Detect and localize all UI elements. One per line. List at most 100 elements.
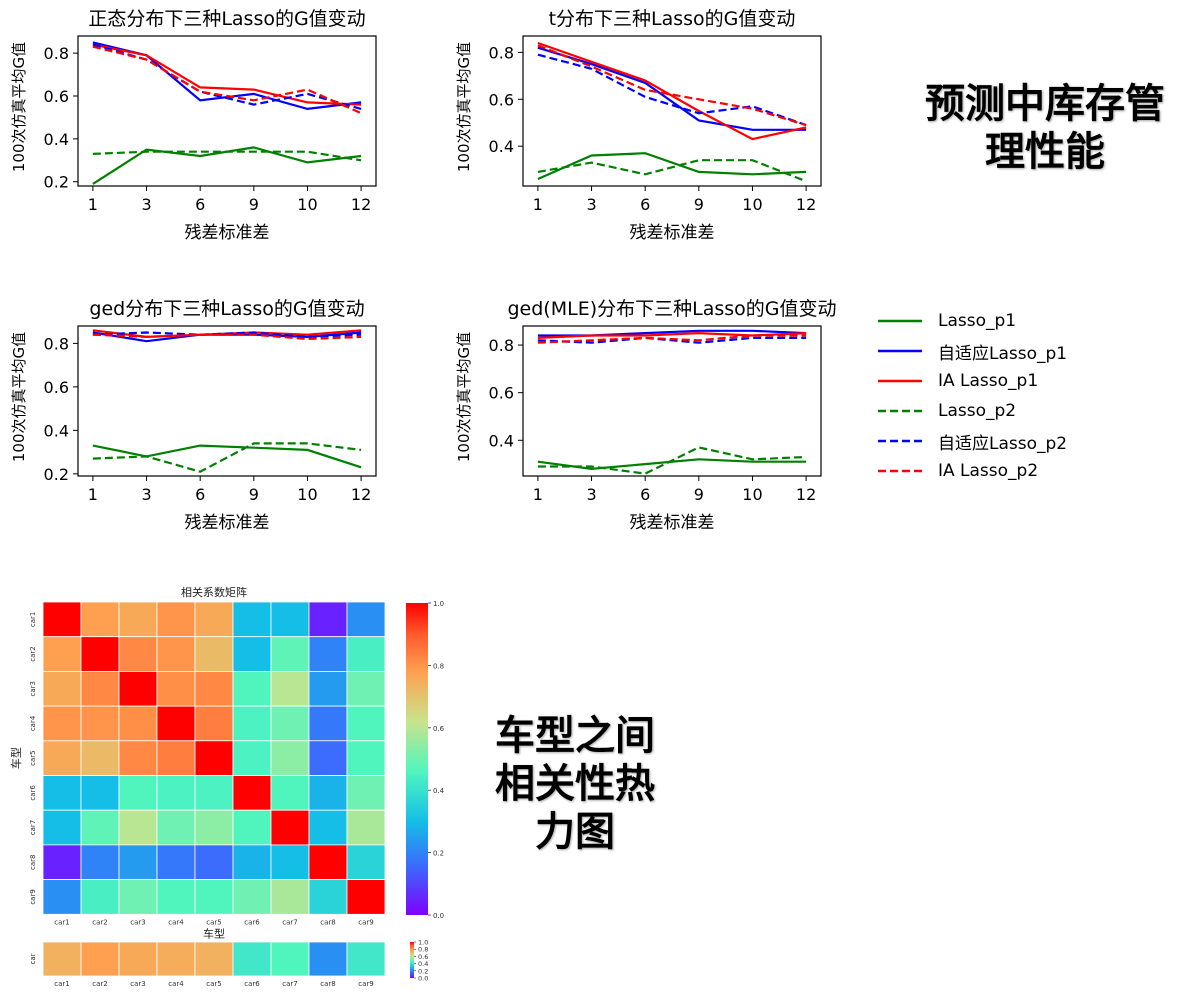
heatmap-cell: [309, 706, 347, 741]
heatmap-y-axis-label: 车型: [9, 747, 23, 769]
bottom-heatmap-col-label: car8: [320, 980, 335, 988]
series-line-5: [538, 55, 806, 125]
x-tick-label: 9: [694, 195, 704, 214]
x-tick-label: 6: [640, 195, 650, 214]
heatmap-cell: [157, 671, 195, 706]
heatmap-cell: [195, 671, 233, 706]
bottom-colorbar: [410, 942, 414, 978]
heatmap-cell: [43, 741, 81, 776]
heatmap-cell: [195, 845, 233, 880]
heatmap-cell: [43, 776, 81, 811]
legend-entry: Lasso_p2: [876, 396, 1106, 426]
y-tick-label: 0.4: [489, 137, 514, 156]
x-tick-label: 1: [88, 485, 98, 504]
y-tick-label: 0.6: [44, 378, 69, 397]
heatmap-cell: [43, 637, 81, 672]
chart-title: ged(MLE)分布下三种Lasso的G值变动: [508, 298, 837, 320]
heatmap-cell: [43, 845, 81, 880]
heatmap-title: 相关系数矩阵: [181, 585, 247, 599]
heatmap-col-label: car8: [320, 918, 335, 926]
heatmap-col-label: car3: [130, 918, 145, 926]
heatmap-cell: [43, 810, 81, 845]
bottom-heatmap-col-label: car1: [54, 980, 69, 988]
heatmap-cell: [271, 810, 309, 845]
y-axis-label: 100次仿真平均G值: [10, 42, 28, 172]
heatmap-cell: [233, 602, 271, 637]
heatmap-cell: [233, 776, 271, 811]
heatmap-cell: [233, 880, 271, 915]
bottom-heatmap-cell: [233, 942, 271, 976]
x-tick-label: 3: [141, 485, 151, 504]
heatmap-cell: [195, 602, 233, 637]
y-tick-label: 0.2: [44, 465, 69, 484]
heatmap-cell: [43, 706, 81, 741]
y-tick-label: 0.4: [489, 431, 514, 450]
y-tick-label: 0.6: [489, 384, 514, 403]
legend-label: IA Lasso_p2: [938, 461, 1038, 481]
heatmap-cell: [119, 671, 157, 706]
bottom-heatmap-cell: [271, 942, 309, 976]
x-tick-label: 6: [195, 195, 205, 214]
x-tick-label: 10: [297, 195, 317, 214]
heatmap-col-label: car6: [244, 918, 260, 926]
heatmap-col-label: car5: [206, 918, 221, 926]
x-tick-label: 3: [586, 485, 596, 504]
chart-title: t分布下三种Lasso的G值变动: [549, 8, 796, 30]
heatmap-cell: [347, 706, 385, 741]
heatmap-col-label: car9: [358, 918, 373, 926]
y-tick-label: 0.6: [489, 90, 514, 109]
heatmap-row-label: car2: [29, 646, 37, 661]
legend-label: 自适应Lasso_p1: [938, 339, 1067, 364]
heatmap-cell: [271, 671, 309, 706]
bottom-heatmap-col-label: car7: [282, 980, 297, 988]
heatmap-cell: [347, 776, 385, 811]
colorbar-tick-label: 0.0: [433, 912, 444, 920]
heatmap-cell: [157, 741, 195, 776]
heatmap-cell: [195, 741, 233, 776]
y-tick-label: 0.8: [44, 334, 69, 353]
heatmap-cell: [81, 776, 119, 811]
x-tick-label: 10: [742, 485, 762, 504]
legend-entry: 自适应Lasso_p2: [876, 426, 1106, 456]
x-tick-label: 1: [533, 485, 543, 504]
bottom-heatmap-cell: [157, 942, 195, 976]
heatmap-cell: [119, 706, 157, 741]
heatmap-cell: [119, 880, 157, 915]
heatmap-cell: [119, 776, 157, 811]
heatmap-cell: [195, 706, 233, 741]
series-line-3: [538, 43, 806, 139]
x-tick-label: 12: [351, 195, 371, 214]
bottom-heatmap-col-label: car6: [244, 980, 260, 988]
heatmap-cell: [233, 810, 271, 845]
heatmap-cell: [81, 706, 119, 741]
x-tick-label: 9: [249, 485, 259, 504]
legend-entry: 自适应Lasso_p1: [876, 336, 1106, 366]
bottom-heatmap-col-label: car4: [168, 980, 184, 988]
legend-swatch: [876, 376, 924, 386]
heatmap-cell: [81, 602, 119, 637]
heatmap-cell: [81, 845, 119, 880]
heatmap-cell: [271, 880, 309, 915]
bottom-colorbar-tick-label: 0.0: [418, 975, 428, 983]
y-tick-label: 0.6: [44, 87, 69, 106]
heatmap-cell: [309, 741, 347, 776]
heatmap-row-label: car3: [29, 681, 37, 696]
heatmap-caption-line-1: 车型之间: [470, 712, 680, 760]
series-line-5: [93, 45, 361, 109]
x-tick-label: 6: [640, 485, 650, 504]
x-tick-label: 12: [796, 485, 816, 504]
heatmap-cell: [309, 810, 347, 845]
correlation-heatmap: 相关系数矩阵 car1 car2 car3 car4 car5 car6 car7 car8 ca…: [0, 580, 460, 996]
heatmap-cell: [81, 810, 119, 845]
heatmap-cell: [195, 637, 233, 672]
plot-frame: [523, 326, 821, 476]
x-tick-label: 3: [586, 195, 596, 214]
heatmap-cell: [81, 637, 119, 672]
series-line-4: [538, 447, 806, 473]
y-axis-label: 100次仿真平均G值: [10, 332, 28, 462]
y-axis-label: 100次仿真平均G值: [455, 332, 473, 462]
heatmap-x-axis-label: 车型: [203, 926, 225, 940]
heatmap-cell: [347, 845, 385, 880]
